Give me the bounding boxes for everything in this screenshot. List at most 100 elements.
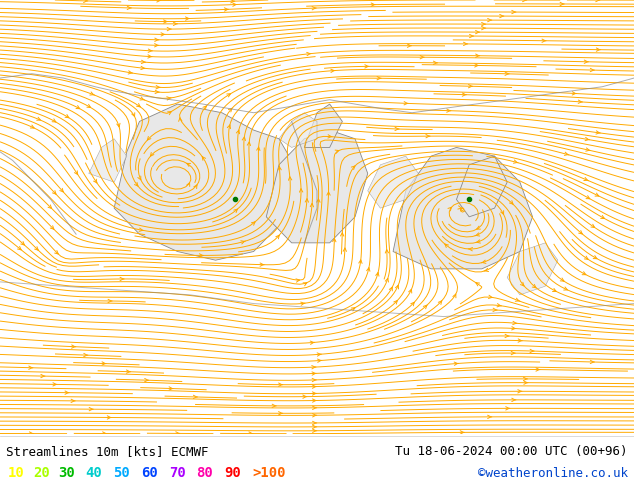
FancyArrowPatch shape xyxy=(552,289,556,292)
FancyArrowPatch shape xyxy=(385,278,389,282)
FancyArrowPatch shape xyxy=(438,301,442,304)
FancyArrowPatch shape xyxy=(582,271,586,275)
Text: >100: >100 xyxy=(252,466,286,480)
FancyArrowPatch shape xyxy=(187,163,191,167)
FancyArrowPatch shape xyxy=(482,23,486,26)
FancyArrowPatch shape xyxy=(586,196,590,199)
Text: 80: 80 xyxy=(197,466,213,480)
FancyArrowPatch shape xyxy=(317,353,321,356)
FancyArrowPatch shape xyxy=(385,250,389,253)
FancyArrowPatch shape xyxy=(515,298,520,301)
FancyArrowPatch shape xyxy=(409,290,411,293)
FancyArrowPatch shape xyxy=(511,351,515,355)
FancyArrowPatch shape xyxy=(48,205,51,208)
FancyArrowPatch shape xyxy=(481,260,486,264)
FancyArrowPatch shape xyxy=(272,404,276,408)
FancyArrowPatch shape xyxy=(318,359,322,363)
FancyArrowPatch shape xyxy=(426,134,430,138)
FancyArrowPatch shape xyxy=(591,224,595,227)
FancyArrowPatch shape xyxy=(157,0,161,2)
FancyArrowPatch shape xyxy=(377,76,381,80)
FancyArrowPatch shape xyxy=(505,334,509,338)
FancyArrowPatch shape xyxy=(595,193,598,196)
FancyArrowPatch shape xyxy=(312,378,316,382)
FancyArrowPatch shape xyxy=(506,407,510,410)
FancyArrowPatch shape xyxy=(74,171,78,174)
FancyArrowPatch shape xyxy=(482,26,486,30)
FancyArrowPatch shape xyxy=(463,42,468,46)
FancyArrowPatch shape xyxy=(186,17,190,20)
FancyArrowPatch shape xyxy=(194,185,197,189)
FancyArrowPatch shape xyxy=(148,55,152,58)
FancyArrowPatch shape xyxy=(276,235,279,239)
FancyArrowPatch shape xyxy=(128,71,133,74)
FancyArrowPatch shape xyxy=(510,200,513,204)
FancyArrowPatch shape xyxy=(313,425,317,428)
Polygon shape xyxy=(368,156,418,208)
FancyArrowPatch shape xyxy=(35,246,38,250)
FancyArrowPatch shape xyxy=(231,0,235,3)
FancyArrowPatch shape xyxy=(127,6,131,9)
Text: 70: 70 xyxy=(169,466,185,480)
FancyArrowPatch shape xyxy=(597,48,600,51)
FancyArrowPatch shape xyxy=(488,295,493,298)
FancyArrowPatch shape xyxy=(150,152,154,156)
FancyArrowPatch shape xyxy=(476,54,480,57)
FancyArrowPatch shape xyxy=(37,117,41,120)
FancyArrowPatch shape xyxy=(313,421,317,425)
FancyArrowPatch shape xyxy=(176,432,180,435)
FancyArrowPatch shape xyxy=(71,399,75,402)
FancyArrowPatch shape xyxy=(50,226,54,229)
FancyArrowPatch shape xyxy=(408,44,411,48)
FancyArrowPatch shape xyxy=(310,203,314,207)
FancyArrowPatch shape xyxy=(596,131,600,134)
FancyArrowPatch shape xyxy=(484,269,489,271)
FancyArrowPatch shape xyxy=(424,305,427,309)
FancyArrowPatch shape xyxy=(542,39,546,42)
FancyArrowPatch shape xyxy=(593,256,597,259)
FancyArrowPatch shape xyxy=(120,277,124,281)
FancyArrowPatch shape xyxy=(521,282,524,286)
FancyArrowPatch shape xyxy=(90,92,94,95)
FancyArrowPatch shape xyxy=(155,38,159,41)
FancyArrowPatch shape xyxy=(477,226,481,229)
FancyArrowPatch shape xyxy=(317,199,320,202)
FancyArrowPatch shape xyxy=(29,432,34,435)
FancyArrowPatch shape xyxy=(296,279,299,282)
FancyArrowPatch shape xyxy=(475,233,480,236)
FancyArrowPatch shape xyxy=(328,135,332,138)
Polygon shape xyxy=(456,156,507,217)
FancyArrowPatch shape xyxy=(138,176,141,180)
FancyArrowPatch shape xyxy=(169,387,173,390)
FancyArrowPatch shape xyxy=(148,49,152,52)
FancyArrowPatch shape xyxy=(394,300,398,304)
FancyArrowPatch shape xyxy=(476,283,479,286)
FancyArrowPatch shape xyxy=(103,432,107,435)
Polygon shape xyxy=(507,243,558,295)
FancyArrowPatch shape xyxy=(365,65,369,68)
FancyArrowPatch shape xyxy=(500,14,504,18)
FancyArrowPatch shape xyxy=(310,341,314,344)
FancyArrowPatch shape xyxy=(307,52,311,56)
FancyArrowPatch shape xyxy=(524,377,527,381)
FancyArrowPatch shape xyxy=(533,284,536,288)
FancyArrowPatch shape xyxy=(351,166,355,170)
FancyArrowPatch shape xyxy=(186,183,190,187)
FancyArrowPatch shape xyxy=(460,431,465,434)
FancyArrowPatch shape xyxy=(278,383,283,386)
FancyArrowPatch shape xyxy=(303,395,307,398)
FancyArrowPatch shape xyxy=(590,360,595,364)
Text: ©weatheronline.co.uk: ©weatheronline.co.uk xyxy=(477,467,628,480)
FancyArrowPatch shape xyxy=(21,242,24,245)
FancyArrowPatch shape xyxy=(420,55,424,59)
FancyArrowPatch shape xyxy=(475,64,479,67)
FancyArrowPatch shape xyxy=(462,93,467,96)
FancyArrowPatch shape xyxy=(371,3,375,6)
FancyArrowPatch shape xyxy=(514,160,518,163)
FancyArrowPatch shape xyxy=(224,8,229,11)
FancyArrowPatch shape xyxy=(55,250,58,254)
FancyArrowPatch shape xyxy=(108,299,112,303)
FancyArrowPatch shape xyxy=(513,321,517,324)
FancyArrowPatch shape xyxy=(396,285,399,289)
FancyArrowPatch shape xyxy=(585,256,588,259)
